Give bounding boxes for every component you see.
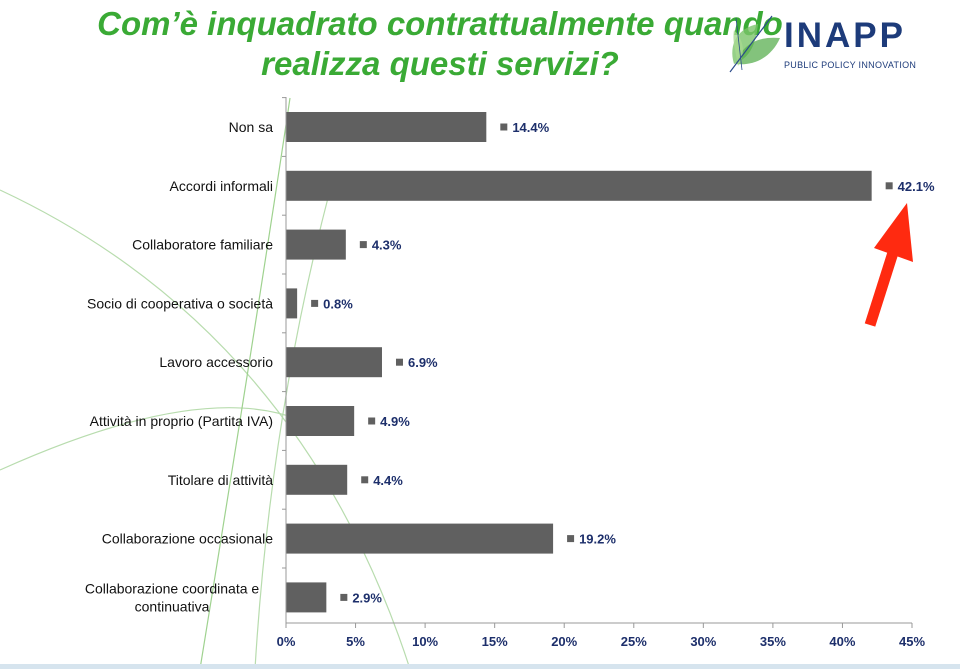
bar: [286, 112, 487, 142]
inapp-logo: INAPP PUBLIC POLICY INNOVATION: [728, 14, 938, 74]
data-label: 0.8%: [323, 296, 353, 311]
bar: [286, 464, 348, 495]
data-label: 2.9%: [352, 590, 382, 605]
data-label: 14.4%: [512, 120, 549, 135]
leaf-icon: [729, 15, 780, 73]
category-label: Socio di cooperativa o società: [87, 295, 273, 311]
legend-key-marker: [361, 476, 369, 484]
bar: [286, 170, 872, 201]
bar: [286, 347, 382, 378]
x-tick-label: 25%: [621, 634, 647, 649]
arrow-head: [874, 203, 913, 262]
category-label: Collaboratore familiare: [132, 237, 273, 253]
x-tick-label: 0%: [277, 634, 296, 649]
category-label: Collaborazione coordinata e continuativa: [85, 580, 260, 614]
bottom-band: [0, 664, 960, 669]
page-title: Com’è inquadrato contrattualmente quando…: [0, 4, 880, 84]
x-tick-label: 30%: [690, 634, 716, 649]
decor-arc: [0, 189, 411, 669]
legend-key-marker: [395, 358, 403, 366]
legend-key-marker: [340, 593, 348, 601]
category-label: Collaborazione occasionale: [102, 531, 273, 547]
legend-key-marker: [311, 299, 319, 307]
bar: [286, 582, 327, 613]
x-tick-label: 40%: [829, 634, 855, 649]
category-label: Titolare di attività: [168, 472, 274, 488]
title-line-1: Com’è inquadrato contrattualmente quando: [97, 5, 783, 42]
x-tick-label: 45%: [899, 634, 925, 649]
x-tick-label: 35%: [760, 634, 786, 649]
data-label: 4.3%: [372, 238, 402, 253]
x-tick-label: 15%: [482, 634, 508, 649]
data-label: 4.9%: [380, 414, 410, 429]
category-label: Non sa: [229, 119, 274, 135]
x-tick-label: 20%: [551, 634, 577, 649]
legend-key-marker: [500, 123, 508, 131]
legend-key-marker: [368, 417, 376, 425]
legend-key-marker: [359, 241, 367, 249]
bar: [286, 406, 355, 436]
title-line-2: realizza questi servizi?: [261, 45, 619, 82]
data-label: 19.2%: [579, 532, 616, 547]
data-label: 6.9%: [408, 355, 438, 370]
decor-arc: [199, 97, 291, 669]
bar: [286, 288, 298, 319]
legend-key-marker: [567, 535, 575, 543]
logo-tagline: PUBLIC POLICY INNOVATION: [784, 60, 917, 70]
category-label: Attività in proprio (Partita IVA): [90, 413, 273, 429]
x-tick-label: 5%: [346, 634, 365, 649]
category-label: Lavoro accessorio: [159, 354, 273, 370]
data-label: 42.1%: [898, 179, 935, 194]
bar: [286, 229, 346, 260]
bar: [286, 523, 554, 554]
logo-wordmark: INAPP: [784, 16, 906, 55]
decor-arc: [0, 407, 301, 471]
category-label: Accordi informali: [170, 178, 273, 194]
red-arrow-annotation: [864, 203, 913, 327]
data-label: 4.4%: [373, 473, 403, 488]
legend-key-marker: [885, 182, 893, 190]
x-tick-label: 10%: [412, 634, 438, 649]
